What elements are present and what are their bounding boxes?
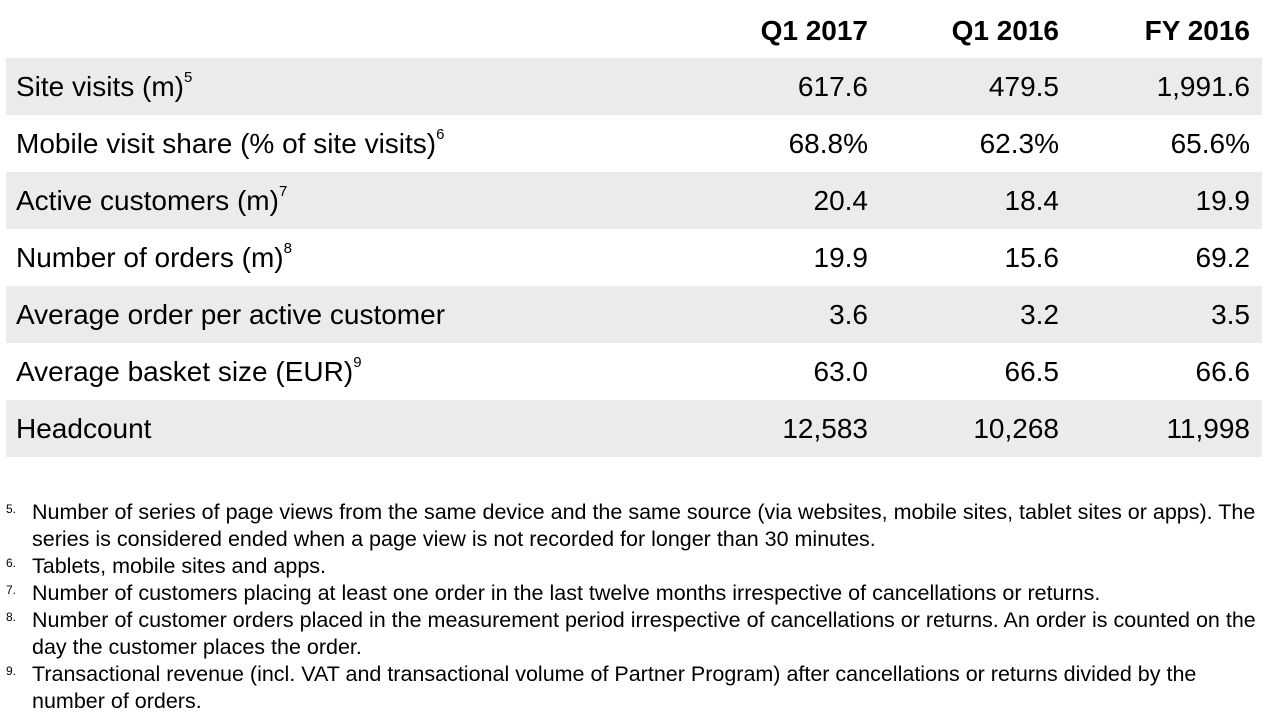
footnote-7: 7. Number of customers placing at least … xyxy=(6,580,1274,607)
cell-q1-2017: 68.8% xyxy=(788,128,868,159)
footnote-text: Number of customers placing at least one… xyxy=(32,581,1101,605)
cell-fy-2016: 1,991.6 xyxy=(1156,71,1250,102)
cell-fy-2016: 66.6 xyxy=(1195,356,1251,387)
row-label: Number of orders (m)8 xyxy=(16,239,292,274)
row-label-text: Average order per active customer xyxy=(16,299,446,330)
cell-q1-2017: 617.6 xyxy=(797,71,868,102)
footnote-5: 5. Number of series of page views from t… xyxy=(6,499,1274,553)
footnote-text: Tablets, mobile sites and apps. xyxy=(32,554,326,578)
footnote-ref: 8 xyxy=(283,239,292,257)
table-row-active-customers: Active customers (m)7 20.4 18.4 19.9 xyxy=(6,172,1262,229)
footnote-text: Number of customer orders placed in the … xyxy=(32,608,1256,659)
footnote-number: 9. xyxy=(6,664,17,678)
cell-q1-2016: 10,268 xyxy=(973,413,1059,444)
cell-fy-2016: 69.2 xyxy=(1195,242,1251,273)
row-label-text: Headcount xyxy=(16,413,152,444)
cell-q1-2016: 18.4 xyxy=(1004,185,1060,216)
row-label-text: Site visits (m) xyxy=(16,71,184,102)
footnote-number: 7. xyxy=(6,583,17,597)
row-label-text: Average basket size (EUR) xyxy=(16,356,354,387)
row-label-text: Number of orders (m) xyxy=(16,242,284,273)
cell-q1-2016: 62.3% xyxy=(979,128,1059,159)
column-header-q1-2017: Q1 2017 xyxy=(760,15,868,46)
cell-q1-2017: 3.6 xyxy=(829,299,868,330)
column-header-q1-2016: Q1 2016 xyxy=(951,15,1059,46)
footnote-text: Number of series of page views from the … xyxy=(32,500,1256,551)
kpi-table: Q1 2017 Q1 2016 FY 2016 Site visits (m)5… xyxy=(6,0,1262,457)
table-row-headcount: Headcount 12,583 10,268 11,998 xyxy=(6,400,1262,457)
row-label: Average order per active customer xyxy=(16,299,445,331)
footnote-ref: 6 xyxy=(436,125,445,143)
footnote-ref: 5 xyxy=(184,68,193,86)
cell-q1-2017: 20.4 xyxy=(813,185,869,216)
footnote-ref: 9 xyxy=(353,353,362,371)
cell-q1-2017: 19.9 xyxy=(813,242,869,273)
row-label: Mobile visit share (% of site visits)6 xyxy=(16,125,445,160)
cell-q1-2016: 479.5 xyxy=(988,71,1059,102)
cell-fy-2016: 19.9 xyxy=(1195,185,1251,216)
row-label-text: Active customers (m) xyxy=(16,185,279,216)
cell-q1-2017: 12,583 xyxy=(782,413,868,444)
footnote-number: 8. xyxy=(6,610,17,624)
footnote-8: 8. Number of customer orders placed in t… xyxy=(6,607,1274,661)
footnotes: 5. Number of series of page views from t… xyxy=(6,499,1274,715)
cell-fy-2016: 65.6% xyxy=(1170,128,1250,159)
table-header: Q1 2017 Q1 2016 FY 2016 xyxy=(6,0,1262,58)
table-row-site-visits: Site visits (m)5 617.6 479.5 1,991.6 xyxy=(6,58,1262,115)
cell-fy-2016: 3.5 xyxy=(1211,299,1250,330)
footnote-number: 6. xyxy=(6,556,17,570)
row-label-text: Mobile visit share (% of site visits) xyxy=(16,128,437,159)
column-header-fy-2016: FY 2016 xyxy=(1144,15,1250,46)
cell-q1-2016: 66.5 xyxy=(1004,356,1060,387)
cell-fy-2016: 11,998 xyxy=(1166,413,1250,444)
footnote-9: 9. Transactional revenue (incl. VAT and … xyxy=(6,661,1274,715)
row-label: Site visits (m)5 xyxy=(16,68,193,103)
row-label: Headcount xyxy=(16,413,151,445)
cell-q1-2017: 63.0 xyxy=(813,356,869,387)
table-row-average-order-per-customer: Average order per active customer 3.6 3.… xyxy=(6,286,1262,343)
footnote-number: 5. xyxy=(6,502,17,516)
footnote-ref: 7 xyxy=(278,182,288,200)
row-label: Active customers (m)7 xyxy=(16,182,288,217)
row-label: Average basket size (EUR)9 xyxy=(16,353,362,388)
footnote-6: 6. Tablets, mobile sites and apps. xyxy=(6,553,1274,580)
table-row-mobile-visit-share: Mobile visit share (% of site visits)6 6… xyxy=(6,115,1262,172)
cell-q1-2016: 15.6 xyxy=(1004,242,1060,273)
cell-q1-2016: 3.2 xyxy=(1020,299,1059,330)
table-row-average-basket-size: Average basket size (EUR)9 63.0 66.5 66.… xyxy=(6,343,1262,400)
footnote-text: Transactional revenue (incl. VAT and tra… xyxy=(32,662,1197,713)
table-row-number-of-orders: Number of orders (m)8 19.9 15.6 69.2 xyxy=(6,229,1262,286)
